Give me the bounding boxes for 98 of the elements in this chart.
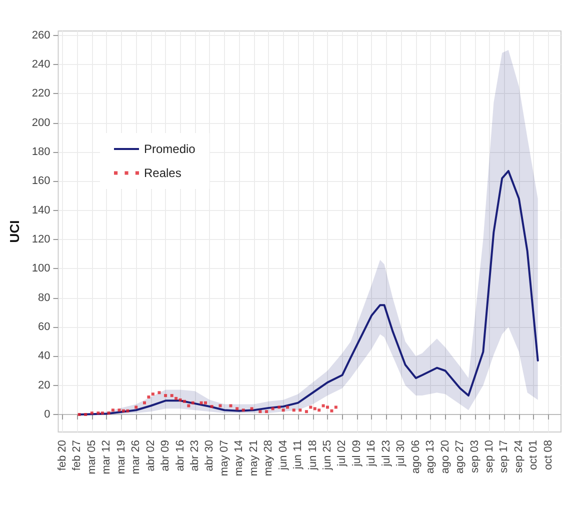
x-tick-label: may 28 <box>262 440 275 476</box>
point <box>122 409 125 412</box>
y-tick-label: 20 <box>38 379 50 392</box>
x-tick-label: ago 27 <box>454 440 466 474</box>
point <box>191 401 194 404</box>
y-tick-label: 140 <box>32 204 50 216</box>
x-tick-label: may 21 <box>248 440 260 476</box>
y-tick-label: 240 <box>32 58 50 71</box>
point <box>126 409 130 412</box>
y-tick-label: 260 <box>32 29 50 42</box>
y-tick-label: 0 <box>44 408 50 420</box>
x-tick-label: ago 20 <box>439 440 452 474</box>
y-tick-label: 60 <box>38 321 50 334</box>
x-tick-label: sep 24 <box>512 440 525 474</box>
point <box>242 408 245 412</box>
x-tick-label: jul 09 <box>350 440 363 468</box>
x-tick-label: feb 20 <box>56 440 68 471</box>
point <box>218 404 222 408</box>
point <box>318 408 321 412</box>
y-tick-label: 120 <box>32 234 50 246</box>
point <box>250 407 254 410</box>
y-tick-label: 220 <box>32 88 50 100</box>
x-tick-label: mar 05 <box>86 440 98 474</box>
point <box>322 404 325 408</box>
point <box>271 407 274 410</box>
point <box>107 412 110 415</box>
x-tick-label: mar 26 <box>130 440 142 474</box>
point <box>330 409 334 412</box>
x-tick-label: oct 01 <box>528 440 540 470</box>
point <box>178 398 182 402</box>
x-tick-label: sep 10 <box>483 440 496 474</box>
point <box>265 410 268 414</box>
point <box>313 407 316 410</box>
x-tick-label: abr 30 <box>204 440 216 472</box>
x-tick-label: mar 19 <box>115 440 128 474</box>
point <box>292 408 296 412</box>
y-axis-title: UCI <box>7 220 22 243</box>
point <box>158 391 161 394</box>
x-tick-label: jul 16 <box>366 440 378 468</box>
point <box>298 408 302 412</box>
x-tick-label: jun 25 <box>322 440 334 471</box>
point <box>187 404 190 408</box>
point <box>174 396 178 400</box>
x-tick-label: abr 16 <box>174 440 186 472</box>
x-tick-label: abr 23 <box>188 440 201 472</box>
point <box>210 404 214 408</box>
x-tick-label: jun 18 <box>306 440 319 471</box>
legend-label: Reales <box>144 166 182 180</box>
y-tick-label: 160 <box>32 175 50 188</box>
x-tick-label: jul 30 <box>395 440 408 468</box>
point <box>151 392 154 396</box>
point <box>84 413 88 416</box>
point <box>164 394 168 398</box>
point <box>170 394 174 398</box>
point <box>278 406 281 409</box>
y-tick-label: 100 <box>32 262 50 275</box>
point <box>236 407 239 410</box>
point <box>309 406 312 409</box>
x-tick-label: may 07 <box>218 440 230 476</box>
point <box>258 410 262 414</box>
x-tick-label: feb 27 <box>71 440 84 471</box>
x-tick-label: ago 06 <box>410 440 422 474</box>
point <box>111 408 114 412</box>
x-tick-label: mar 12 <box>100 440 113 474</box>
point <box>326 406 330 409</box>
x-tick-label: sep 17 <box>498 440 510 474</box>
x-tick-label: ago 13 <box>424 440 437 474</box>
point <box>182 400 186 403</box>
x-tick-label: jul 02 <box>336 440 348 468</box>
point <box>304 410 308 414</box>
y-tick-label: 40 <box>38 350 50 362</box>
x-tick-label: jun 04 <box>277 440 290 471</box>
point <box>96 412 100 415</box>
x-tick-label: sep 03 <box>468 440 481 474</box>
point <box>143 401 146 404</box>
point <box>286 406 290 409</box>
legend-label: Promedio <box>144 142 196 156</box>
point <box>118 408 121 412</box>
x-tick-label: jul 23 <box>380 440 392 468</box>
x-tick-label: may 14 <box>233 440 246 476</box>
y-tick-label: 200 <box>32 116 50 129</box>
y-tick-label: 80 <box>38 292 50 304</box>
x-tick-label: oct 08 <box>542 440 554 470</box>
x-tick-label: abr 02 <box>144 440 157 472</box>
point <box>282 408 285 412</box>
x-tick-label: abr 09 <box>160 440 172 472</box>
x-tick-label: jun 11 <box>292 440 304 470</box>
point <box>334 406 338 409</box>
point <box>204 401 207 404</box>
point <box>229 404 232 408</box>
point <box>90 412 94 415</box>
y-tick-label: 180 <box>32 146 50 158</box>
point <box>147 396 150 399</box>
point <box>134 406 138 409</box>
point <box>78 413 81 416</box>
line-series <box>78 170 539 416</box>
point <box>200 401 203 404</box>
point <box>100 412 104 415</box>
